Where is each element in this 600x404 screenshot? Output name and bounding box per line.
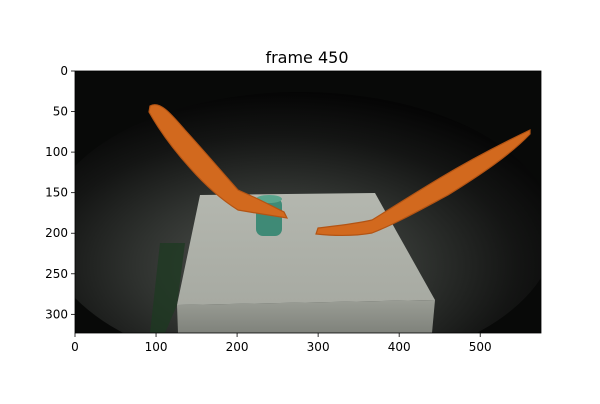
y-tick-label: 200 [45, 226, 68, 240]
camera-image [75, 71, 541, 333]
y-tick-label: 150 [45, 186, 68, 200]
x-tick-label: 400 [388, 340, 411, 354]
right-arm-mask [315, 129, 531, 236]
axes-frame [74, 70, 542, 334]
x-tick-label: 500 [469, 340, 492, 354]
x-tick-label: 100 [145, 340, 168, 354]
y-tick-label: 50 [53, 105, 68, 119]
y-tick-label: 300 [45, 307, 68, 321]
x-tick-label: 200 [226, 340, 249, 354]
x-tick-label: 300 [307, 340, 330, 354]
box-shadow [150, 243, 185, 333]
figure-title: frame 450 [265, 48, 348, 67]
x-tick-label: 0 [71, 340, 79, 354]
left-arm-mask [148, 104, 289, 219]
y-axis: 0 50 100 150 200 250 300 [45, 64, 75, 321]
y-tick-label: 100 [45, 145, 68, 159]
y-tick-label: 0 [60, 64, 68, 78]
white-box-front [177, 300, 435, 333]
x-axis: 0 100 200 300 400 500 [71, 333, 492, 354]
y-tick-label: 250 [45, 267, 68, 281]
